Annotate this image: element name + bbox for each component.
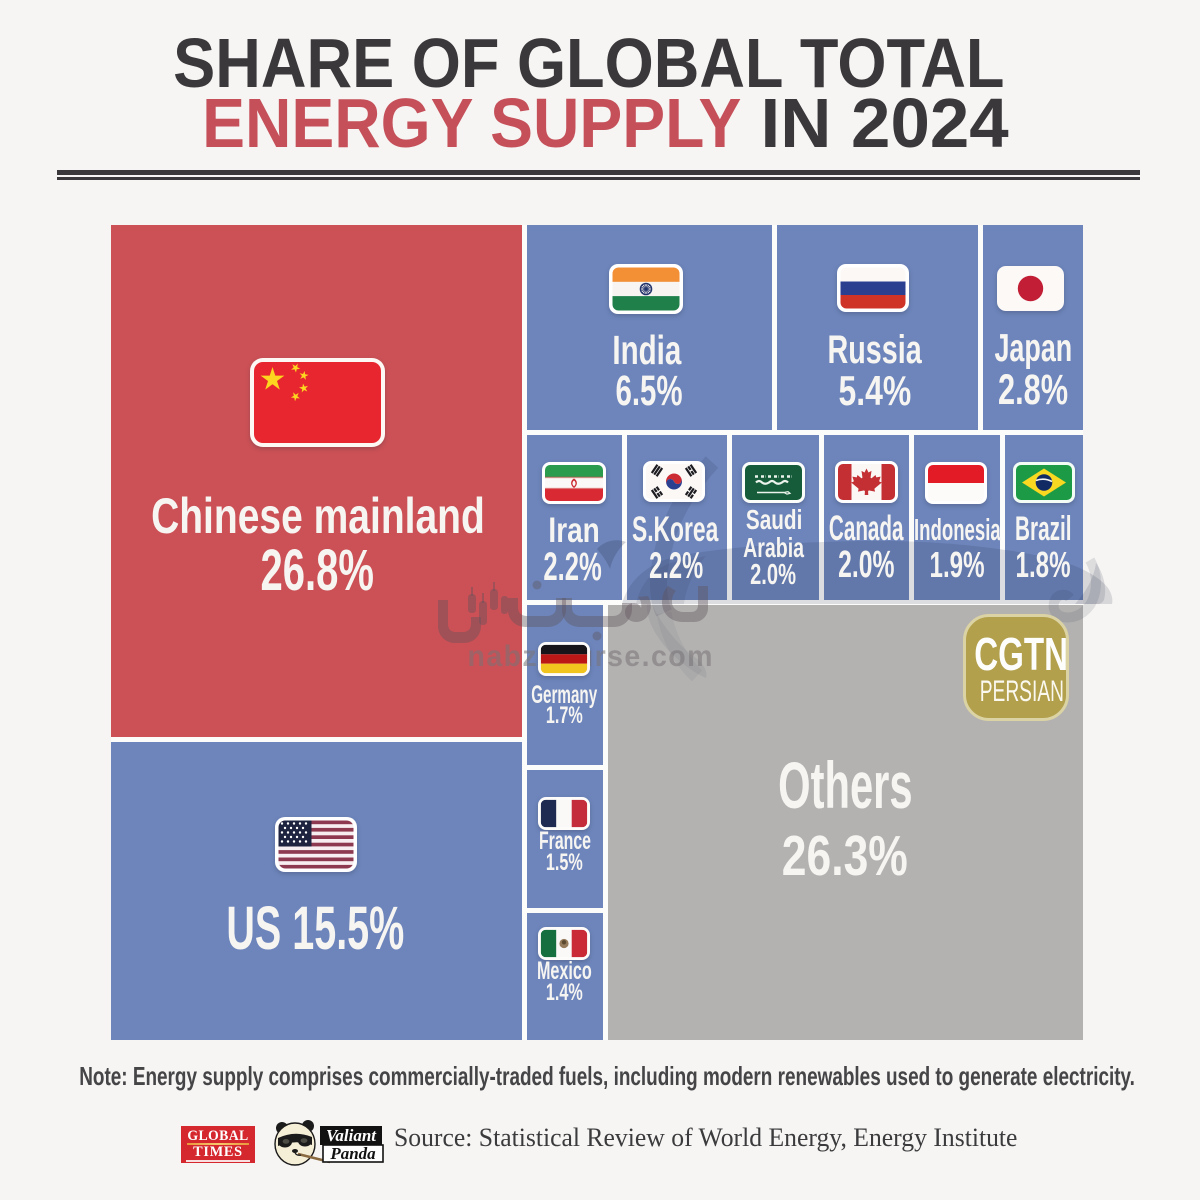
- svg-text:Panda: Panda: [329, 1144, 376, 1163]
- svg-text:Valiant: Valiant: [326, 1126, 377, 1145]
